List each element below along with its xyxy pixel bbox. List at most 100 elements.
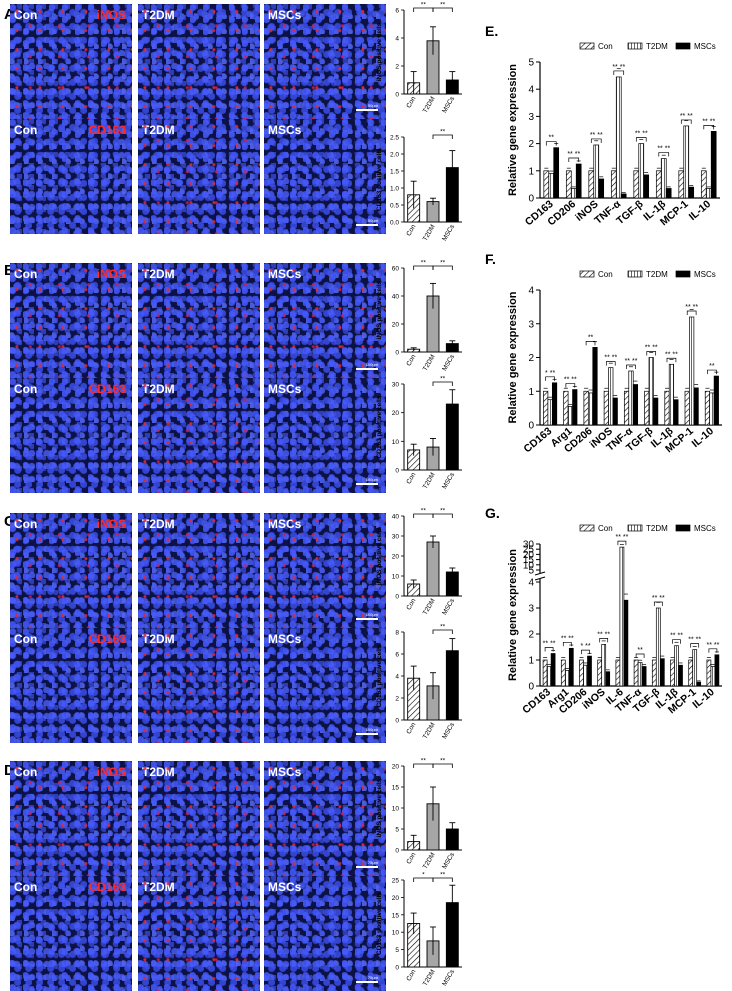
legend-label-con: Con xyxy=(598,524,613,533)
significance-bracket xyxy=(703,125,715,130)
y-tick-label: 25 xyxy=(523,545,535,556)
x-tick-label: Con xyxy=(405,353,417,367)
y-tick-label: 1 xyxy=(528,656,534,667)
significance-bracket xyxy=(635,137,647,142)
y-tick-label: 20 xyxy=(392,764,400,771)
x-tick-label: T2DM xyxy=(422,354,437,373)
bar-t2dm xyxy=(547,399,553,426)
y-tick-label: 20 xyxy=(392,895,400,902)
chart-E: E. Con T2DM MSCs 0 1 2 3 4 5 Relative gene express… xyxy=(485,23,720,228)
y-tick-label: 1.5 xyxy=(390,169,399,176)
micrograph-c-inos-t2dm: T2DM xyxy=(138,513,260,628)
legend-swatch-t2dm xyxy=(627,42,643,50)
significance-label: ** xyxy=(440,624,446,631)
micrograph-d-cd163-t2dm: T2DM xyxy=(138,876,260,991)
bar-mscs xyxy=(688,186,695,199)
group-label: MSCs xyxy=(268,382,302,396)
significance-label: ** xyxy=(440,260,446,267)
bar-t2dm xyxy=(648,357,654,426)
micrograph-b-inos-t2dm: T2DM xyxy=(138,263,260,378)
y-tick-label: 2 xyxy=(395,64,399,71)
significance-label: ** ** xyxy=(685,304,698,311)
bar-con xyxy=(651,659,657,687)
bar-con xyxy=(560,659,566,687)
significance-label: ** xyxy=(588,334,594,341)
x-tick-label: T2DM xyxy=(422,969,437,988)
micrograph-a-cd163-con: Con CD163 xyxy=(10,119,132,234)
significance-label: ** ** xyxy=(567,151,580,158)
y-tick-label: 20 xyxy=(523,550,535,561)
x-tick-label: TGF-β xyxy=(614,198,646,227)
y-axis-label: CD163 positive cells xyxy=(376,644,383,707)
significance-bracket xyxy=(413,763,434,768)
axis-break xyxy=(534,573,546,579)
bar-t2dm xyxy=(593,144,600,199)
y-tick-label: 4 xyxy=(528,85,534,96)
significance-bracket xyxy=(646,351,657,356)
scale-label: 100μm xyxy=(365,477,378,482)
significance-bracket xyxy=(680,119,692,124)
significance-label: ** xyxy=(421,2,427,9)
y-tick-label: 0 xyxy=(528,421,534,432)
significance-bracket xyxy=(413,265,434,270)
significance-label: ** xyxy=(421,508,427,515)
panel-letter: E. xyxy=(485,23,498,39)
significance-bracket xyxy=(545,376,555,381)
legend-label-mscs: MSCs xyxy=(694,524,716,533)
y-tick-label: 0 xyxy=(395,594,399,601)
bar-mscs xyxy=(551,382,558,426)
panel-letter: G. xyxy=(485,505,500,521)
y-tick-label: 5 xyxy=(395,947,399,954)
y-tick-label: 2 xyxy=(528,353,534,364)
group-label: Con xyxy=(14,632,38,646)
micrograph-c-cd163-con: Con CD163 xyxy=(10,628,132,743)
x-tick-label: T2DM xyxy=(422,598,437,617)
x-tick-label: IL-10 xyxy=(690,425,717,450)
y-tick-label: 20 xyxy=(392,410,400,417)
scale-bar xyxy=(356,981,378,983)
significance-label: ** ** xyxy=(706,642,719,649)
y-tick-label: 20 xyxy=(392,322,400,329)
legend-swatch-mscs xyxy=(675,524,691,532)
significance-label: ** ** xyxy=(561,635,574,642)
marker-label: CD163 xyxy=(88,382,126,396)
scale-bar xyxy=(356,733,378,735)
legend-label-mscs: MSCs xyxy=(694,270,716,279)
y-tick-label: 10 xyxy=(392,930,400,937)
bar-mscs xyxy=(710,131,717,199)
y-tick-label: 0 xyxy=(395,848,399,855)
bar-t2dm xyxy=(619,546,625,687)
y-tick-label: 5 xyxy=(528,566,534,577)
bar-t2dm xyxy=(637,662,643,687)
y-tick-label: 3 xyxy=(528,604,534,615)
bar-t2dm xyxy=(601,644,607,687)
significance-label: ** ** xyxy=(612,64,625,71)
bar-con xyxy=(706,659,712,687)
x-tick-label: Con xyxy=(405,223,417,237)
bar-mscs xyxy=(572,389,578,426)
y-tick-label: 0 xyxy=(528,682,534,693)
bar-mscs xyxy=(612,397,618,426)
significance-bracket xyxy=(413,513,434,518)
bar-mscs xyxy=(678,664,683,687)
bar-mscs xyxy=(575,163,582,199)
y-tick-label: 0 xyxy=(395,468,399,475)
significance-label: ** ** xyxy=(670,633,683,640)
significance-bracket xyxy=(658,152,670,157)
bar-t2dm xyxy=(638,143,645,199)
x-tick-label: MSCs xyxy=(441,721,456,740)
micrograph-c-inos-con: Con iNOS xyxy=(10,513,132,628)
significance-bracket xyxy=(686,310,697,315)
significance-bracket xyxy=(690,643,700,648)
significance-label: ** ** xyxy=(564,377,577,384)
group-label: Con xyxy=(14,382,38,396)
bar-mscs xyxy=(550,653,556,687)
bar-con xyxy=(565,170,572,199)
significance-bracket xyxy=(545,141,557,146)
significance-bracket xyxy=(605,361,616,366)
significance-label: * xyxy=(422,872,425,879)
significance-bracket xyxy=(432,7,453,12)
significance-bracket xyxy=(626,364,636,369)
scale-label: 75μm xyxy=(367,975,378,980)
y-tick-label: 1 xyxy=(528,166,534,177)
